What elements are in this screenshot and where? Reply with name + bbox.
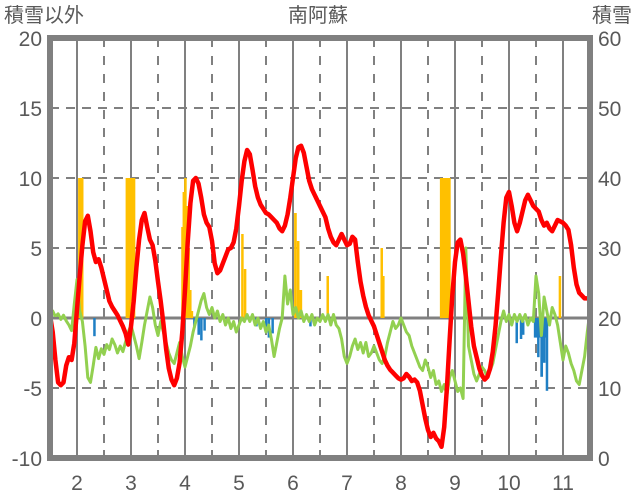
left-axis-caption: 積雪以外 xyxy=(4,3,84,27)
y2-tick-label: 50 xyxy=(598,98,621,121)
axis-ticks xyxy=(50,38,590,458)
y-tick-label: 15 xyxy=(19,98,42,121)
y-tick-label: 5 xyxy=(30,238,42,261)
right-axis-caption: 積雪 xyxy=(592,3,632,27)
x-tick-label: 4 xyxy=(179,472,191,495)
other-precip-line xyxy=(48,246,592,400)
y-tick-label: 20 xyxy=(19,28,42,51)
x-tick-label: 8 xyxy=(395,472,407,495)
x-tick-label: 11 xyxy=(552,472,574,495)
x-tick-label: 6 xyxy=(287,472,299,495)
y-tick-label: -5 xyxy=(23,378,42,401)
right-axis-tick-labels: 0 10 20 30 40 50 60 xyxy=(598,28,621,471)
page-title: 南阿蘇 xyxy=(288,3,348,27)
temperature-line xyxy=(47,143,593,450)
x-tick-label: 10 xyxy=(497,472,520,495)
x-tick-label: 7 xyxy=(341,472,353,495)
y2-tick-label: 40 xyxy=(598,168,621,191)
y-tick-label: 10 xyxy=(19,168,42,191)
y2-tick-label: 0 xyxy=(598,448,610,471)
left-axis-tick-labels: -10 -5 0 5 10 15 20 xyxy=(12,28,42,471)
grid-lines xyxy=(50,38,591,458)
x-tick-label: 3 xyxy=(125,472,137,495)
y-tick-label: -10 xyxy=(12,448,42,471)
y2-tick-label: 30 xyxy=(598,238,621,261)
x-tick-label: 9 xyxy=(449,472,461,495)
y2-tick-label: 10 xyxy=(598,378,621,401)
y2-tick-label: 20 xyxy=(598,308,621,331)
y-tick-label: 0 xyxy=(30,308,42,331)
y2-tick-label: 60 xyxy=(598,28,621,51)
x-axis-tick-labels: 2 3 4 5 6 7 8 9 10 11 xyxy=(71,472,574,495)
x-tick-label: 5 xyxy=(233,472,245,495)
x-tick-label: 2 xyxy=(71,472,83,495)
